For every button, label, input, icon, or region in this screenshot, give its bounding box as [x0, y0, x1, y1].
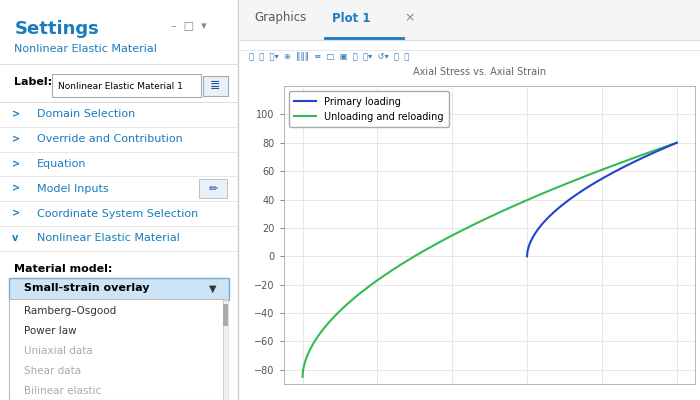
Text: Equation: Equation	[37, 159, 86, 169]
FancyBboxPatch shape	[9, 278, 229, 300]
Text: Override and Contribution: Override and Contribution	[37, 134, 183, 144]
Text: >: >	[12, 159, 20, 169]
Text: Graphics: Graphics	[254, 12, 306, 24]
Text: Nonlinear Elastic Material: Nonlinear Elastic Material	[14, 44, 158, 54]
Text: Label:: Label:	[14, 77, 52, 87]
Text: ▼: ▼	[209, 284, 217, 294]
Text: –  □  ▾: – □ ▾	[172, 20, 207, 30]
Text: ✏: ✏	[209, 184, 218, 194]
FancyBboxPatch shape	[199, 179, 227, 198]
Text: Material model:: Material model:	[14, 264, 113, 274]
Text: >: >	[12, 184, 20, 194]
Text: ≣: ≣	[210, 79, 220, 92]
Text: >: >	[12, 110, 20, 120]
FancyBboxPatch shape	[9, 299, 223, 400]
Text: Uniaxial data: Uniaxial data	[24, 346, 92, 356]
Legend: Primary loading, Unloading and reloading: Primary loading, Unloading and reloading	[288, 91, 449, 127]
Text: v: v	[12, 234, 18, 244]
Text: Axial Stress vs. Axial Strain: Axial Stress vs. Axial Strain	[413, 67, 546, 77]
Text: Settings: Settings	[14, 20, 99, 38]
Text: Nonlinear Elastic Material: Nonlinear Elastic Material	[37, 234, 180, 244]
FancyBboxPatch shape	[52, 74, 201, 97]
Text: Small-strain overlay: Small-strain overlay	[24, 284, 149, 294]
FancyBboxPatch shape	[223, 300, 228, 400]
Text: Nonlinear Elastic Material 1: Nonlinear Elastic Material 1	[58, 82, 183, 90]
Bar	[240, 0, 700, 40]
Text: 🔍  🔎  🔍▾  ⊕  ‖‖‖  ≡  □  ▣  🔒  🎨▾  ↺▾  📷  🖨: 🔍 🔎 🔍▾ ⊕ ‖‖‖ ≡ □ ▣ 🔒 🎨▾ ↺▾ 📷 🖨	[249, 52, 410, 61]
Text: Ramberg–Osgood: Ramberg–Osgood	[24, 306, 116, 316]
Text: Bilinear elastic: Bilinear elastic	[24, 386, 101, 396]
FancyBboxPatch shape	[223, 304, 228, 326]
FancyBboxPatch shape	[203, 76, 228, 96]
Text: >: >	[12, 209, 20, 219]
Text: Coordinate System Selection: Coordinate System Selection	[37, 209, 198, 219]
Text: >: >	[12, 134, 20, 144]
Text: Shear data: Shear data	[24, 366, 81, 376]
Text: Model Inputs: Model Inputs	[37, 184, 108, 194]
Text: Power law: Power law	[24, 326, 76, 336]
Text: Domain Selection: Domain Selection	[37, 110, 135, 120]
Text: Plot 1: Plot 1	[332, 12, 370, 24]
Text: ×: ×	[405, 12, 415, 24]
